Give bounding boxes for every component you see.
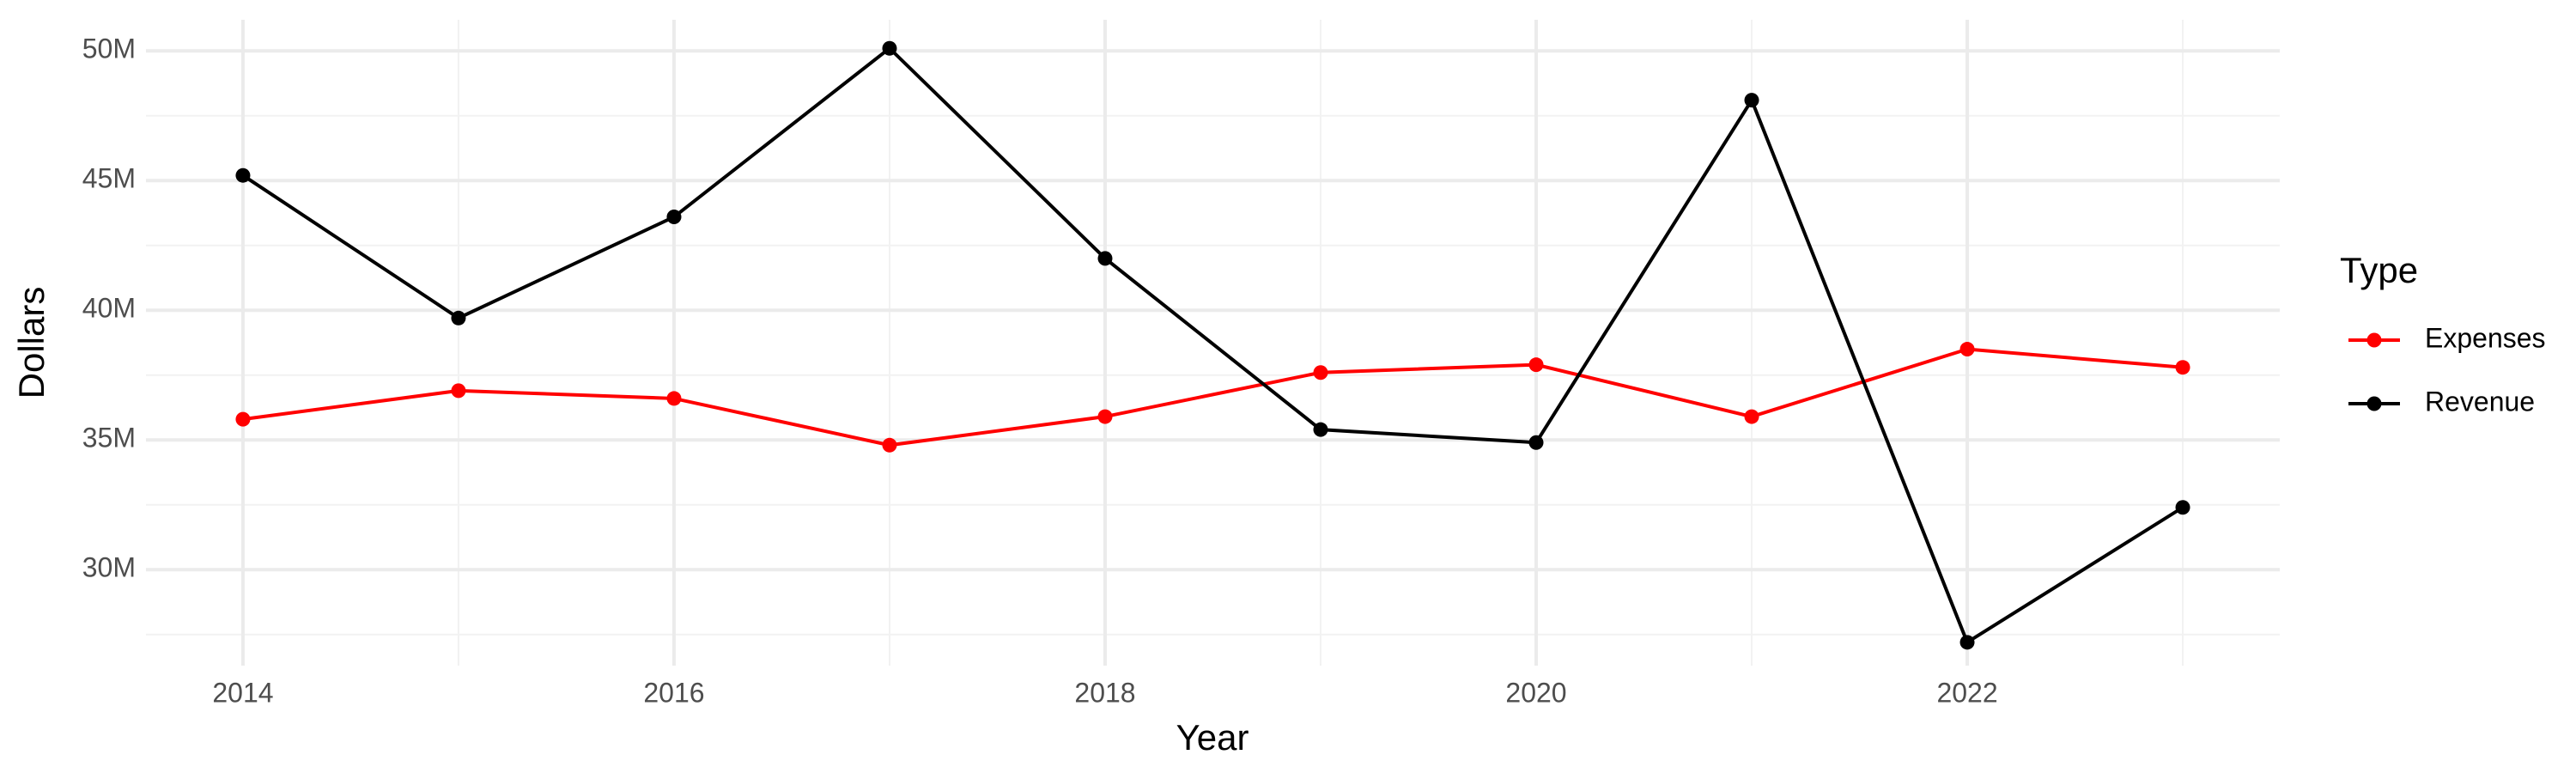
- x-tick-label: 2018: [1074, 677, 1135, 708]
- data-point: [1959, 635, 1975, 650]
- legend-key-point: [2366, 396, 2382, 411]
- x-tick-label: 2014: [212, 677, 273, 708]
- data-point: [666, 391, 682, 406]
- series-line: [242, 347, 2184, 447]
- data-point: [2175, 500, 2190, 515]
- data-point: [1313, 422, 1328, 437]
- data-point: [1097, 251, 1113, 266]
- y-tick-label: 35M: [82, 423, 136, 453]
- y-tick-label: 50M: [82, 33, 136, 64]
- legend-key-point: [2366, 332, 2382, 348]
- y-tick-label: 45M: [82, 163, 136, 194]
- x-tick-label: 2016: [643, 677, 704, 708]
- y-axis-title: Dollars: [11, 287, 52, 399]
- data-point: [235, 411, 251, 427]
- grid: [146, 20, 2280, 666]
- data-point: [882, 437, 897, 453]
- data-point: [1528, 435, 1544, 450]
- legend-label: Revenue: [2425, 386, 2535, 417]
- data-point: [2175, 360, 2190, 375]
- data-point: [235, 167, 251, 183]
- legend-title: Type: [2340, 250, 2418, 290]
- data-point: [1313, 365, 1328, 380]
- legend-label: Expenses: [2425, 322, 2546, 353]
- x-tick-label: 2020: [1505, 677, 1566, 708]
- y-tick-label: 40M: [82, 293, 136, 324]
- data-point: [666, 210, 682, 225]
- data-point: [451, 383, 466, 399]
- x-tick-label: 2022: [1936, 677, 1997, 708]
- y-tick-label: 30M: [82, 552, 136, 583]
- data-point: [451, 310, 466, 326]
- series-line: [241, 46, 2184, 645]
- data-point: [1744, 409, 1759, 424]
- data-point: [1097, 409, 1113, 424]
- data-point: [1744, 93, 1759, 108]
- x-axis-title: Year: [1176, 717, 1249, 758]
- data-point: [882, 40, 897, 56]
- data-point: [1528, 357, 1544, 373]
- data-point: [1959, 342, 1975, 357]
